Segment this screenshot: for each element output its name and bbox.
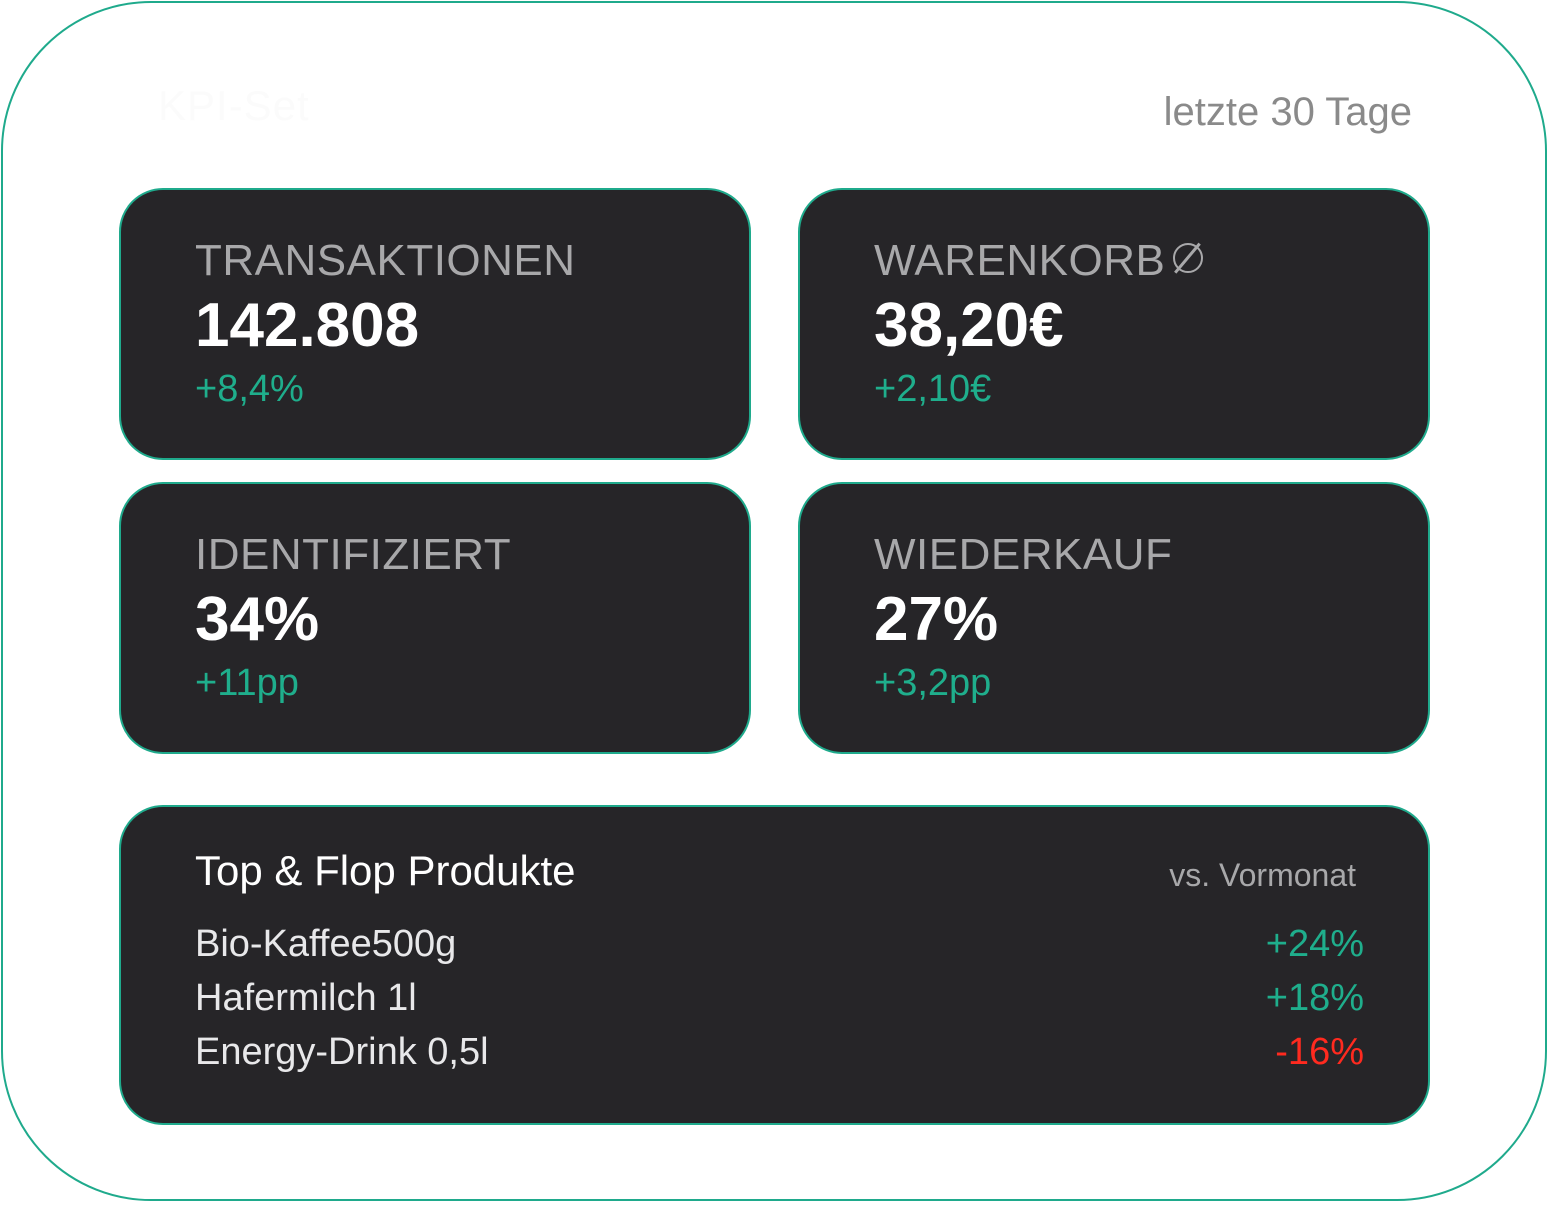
product-name: Energy-Drink 0,5l	[195, 1031, 489, 1073]
product-delta: -16%	[1275, 1031, 1364, 1073]
list-item: Energy-Drink 0,5l -16%	[195, 1031, 1364, 1081]
period-label: letzte 30 Tage	[1163, 90, 1412, 134]
kpi-label: WIEDERKAUF	[874, 530, 1173, 579]
kpi-label-row: WARENKORB	[874, 236, 1204, 286]
kpi-delta: +8,4%	[195, 368, 304, 410]
top-flop-card: Top & Flop Produkte vs. Vormonat Bio-Kaf…	[119, 805, 1430, 1125]
kpi-value: 38,20€	[874, 291, 1064, 360]
product-name: Bio-Kaffee500g	[195, 923, 457, 965]
panel-title: KPI-Set	[158, 82, 310, 129]
list-subtitle: vs. Vormonat	[1169, 857, 1356, 893]
kpi-card-warenkorb: WARENKORB 38,20€ +2,10€	[798, 188, 1430, 460]
kpi-delta: +11pp	[195, 662, 299, 704]
kpi-label: TRANSAKTIONEN	[195, 236, 576, 285]
kpi-card-transaktionen: TRANSAKTIONEN 142.808 +8,4%	[119, 188, 751, 460]
kpi-value: 27%	[874, 585, 999, 654]
kpi-label: IDENTIFIZIERT	[195, 530, 512, 579]
product-name: Hafermilch 1l	[195, 977, 417, 1019]
kpi-value: 142.808	[195, 291, 420, 360]
kpi-delta: +3,2pp	[874, 662, 992, 704]
average-symbol-icon	[1173, 243, 1204, 273]
kpi-value: 34%	[195, 585, 320, 654]
product-delta: +24%	[1265, 923, 1364, 965]
list-title: Top & Flop Produkte	[195, 847, 576, 894]
product-delta: +18%	[1265, 977, 1364, 1019]
list-item: Hafermilch 1l +18%	[195, 977, 1364, 1027]
kpi-card-wiederkauf: WIEDERKAUF 27% +3,2pp	[798, 482, 1430, 754]
kpi-delta: +2,10€	[874, 368, 992, 410]
list-item: Bio-Kaffee500g +24%	[195, 923, 1364, 973]
kpi-label: WARENKORB	[874, 236, 1166, 285]
kpi-card-identifiziert: IDENTIFIZIERT 34% +11pp	[119, 482, 751, 754]
